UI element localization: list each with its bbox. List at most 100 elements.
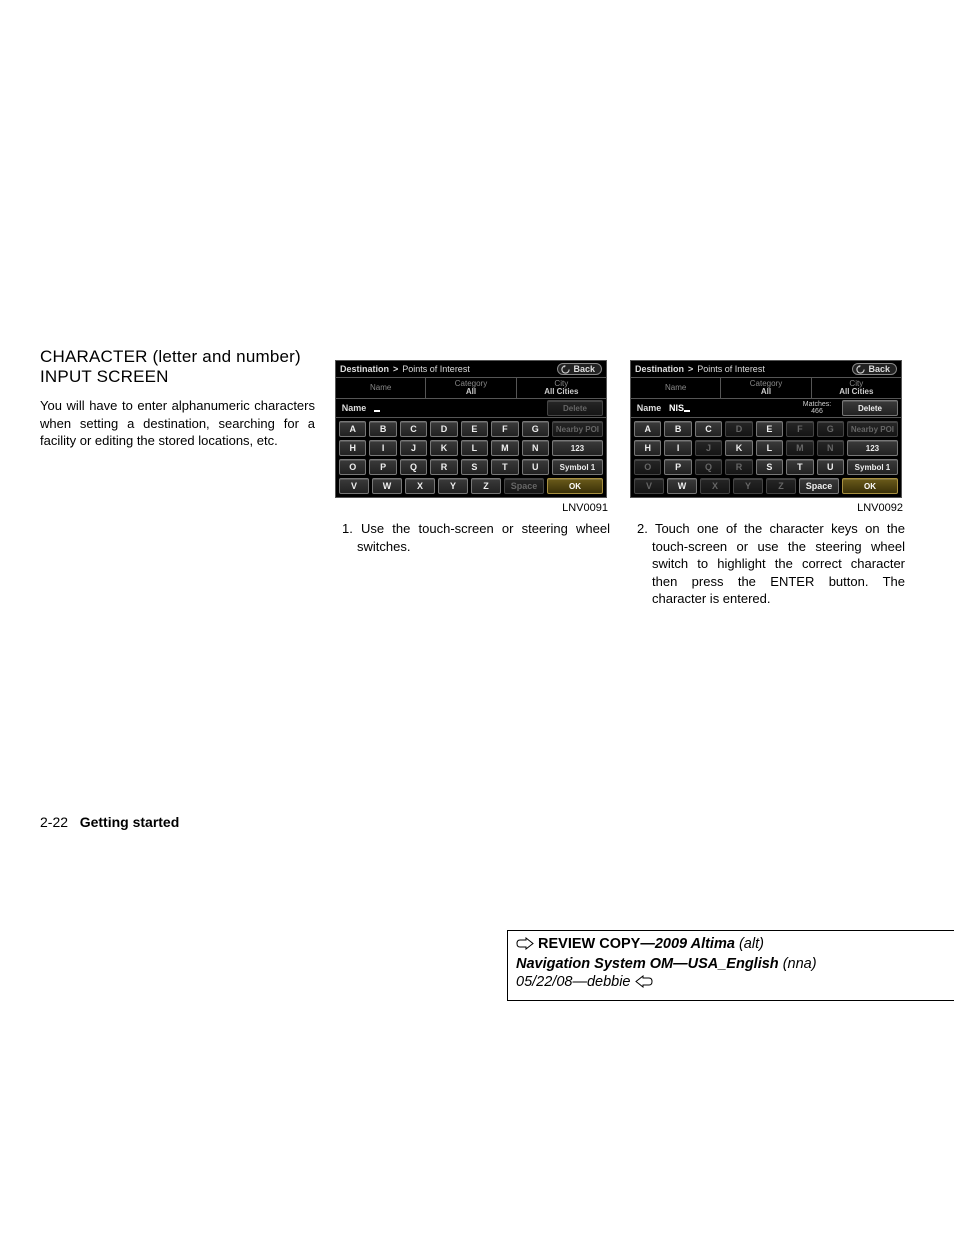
review-model: 2009 Altima [655,936,735,952]
ok-button[interactable]: OK [842,478,898,494]
breadcrumb-leaf: Points of Interest [402,364,470,374]
column-1: CHARACTER (letter and number) INPUT SCRE… [40,347,315,450]
pointing-hand-icon [635,975,653,993]
name-input-bar: Name Delete [336,399,606,418]
filter-cell[interactable]: Name [631,378,721,398]
key-j[interactable]: J [400,440,427,456]
filter-cell[interactable]: Name [336,378,426,398]
key-b[interactable]: B [369,421,396,437]
key-q[interactable]: Q [400,459,427,475]
step-text: 1. Use the touch-screen or steering whee… [335,520,610,555]
key-a[interactable]: A [339,421,366,437]
key-p[interactable]: P [664,459,691,475]
key-h[interactable]: H [339,440,366,456]
key-p[interactable]: P [369,459,396,475]
key-h[interactable]: H [634,440,661,456]
name-field[interactable] [372,403,544,413]
name-label: Name [336,403,372,413]
image-code: LNV0092 [630,502,903,514]
breadcrumb: Destination>Points of Interest [635,364,765,374]
123-button[interactable]: 123 [552,440,603,456]
key-s[interactable]: S [756,459,783,475]
nearby-poi-button[interactable]: Nearby POI [552,421,603,437]
key-n[interactable]: N [817,440,844,456]
column-2: Destination>Points of InterestBackNameCa… [335,360,610,555]
key-d[interactable]: D [430,421,457,437]
back-button[interactable]: Back [852,363,897,375]
key-r[interactable]: R [725,459,752,475]
key-w[interactable]: W [667,478,697,494]
filter-value: All Cities [839,388,873,396]
key-l[interactable]: L [756,440,783,456]
key-y[interactable]: Y [733,478,763,494]
delete-button[interactable]: Delete [547,400,603,416]
space-key[interactable]: Space [504,478,544,494]
key-e[interactable]: E [756,421,783,437]
key-m[interactable]: M [786,440,813,456]
key-x[interactable]: X [700,478,730,494]
name-label: Name [631,403,667,413]
key-k[interactable]: K [430,440,457,456]
key-w[interactable]: W [372,478,402,494]
key-v[interactable]: V [634,478,664,494]
key-i[interactable]: I [664,440,691,456]
key-o[interactable]: O [339,459,366,475]
review-line2a: Navigation System OM—USA_English [516,956,779,972]
key-y[interactable]: Y [438,478,468,494]
breadcrumb-root: Destination [340,364,389,374]
filter-cell[interactable]: CityAll Cities [517,378,606,398]
key-v[interactable]: V [339,478,369,494]
key-u[interactable]: U [522,459,549,475]
symbol-1-button[interactable]: Symbol 1 [552,459,603,475]
key-z[interactable]: Z [471,478,501,494]
breadcrumb-leaf: Points of Interest [697,364,765,374]
key-c[interactable]: C [400,421,427,437]
key-k[interactable]: K [725,440,752,456]
ok-button[interactable]: OK [547,478,603,494]
key-q[interactable]: Q [695,459,722,475]
key-g[interactable]: G [522,421,549,437]
key-j[interactable]: J [695,440,722,456]
key-b[interactable]: B [664,421,691,437]
space-key[interactable]: Space [799,478,839,494]
key-d[interactable]: D [725,421,752,437]
key-g[interactable]: G [817,421,844,437]
review-copy-label: REVIEW COPY— [538,936,655,952]
key-m[interactable]: M [491,440,518,456]
key-u[interactable]: U [817,459,844,475]
name-field[interactable]: NIS [667,403,795,413]
key-o[interactable]: O [634,459,661,475]
key-a[interactable]: A [634,421,661,437]
key-f[interactable]: F [491,421,518,437]
review-line2b: (nna) [779,956,817,972]
symbol-1-button[interactable]: Symbol 1 [847,459,898,475]
page-footer: 2-22 Getting started [40,814,179,830]
pointing-hand-icon [516,937,534,955]
review-alt: (alt) [735,936,764,952]
key-c[interactable]: C [695,421,722,437]
filter-row: NameCategoryAllCityAll Cities [336,378,606,399]
filter-cell[interactable]: CityAll Cities [812,378,901,398]
key-t[interactable]: T [491,459,518,475]
key-f[interactable]: F [786,421,813,437]
back-button[interactable]: Back [557,363,602,375]
filter-cell[interactable]: CategoryAll [426,378,516,398]
delete-button[interactable]: Delete [842,400,898,416]
key-r[interactable]: R [430,459,457,475]
nearby-poi-button[interactable]: Nearby POI [847,421,898,437]
key-s[interactable]: S [461,459,488,475]
key-t[interactable]: T [786,459,813,475]
key-x[interactable]: X [405,478,435,494]
key-l[interactable]: L [461,440,488,456]
filter-cell[interactable]: CategoryAll [721,378,811,398]
key-e[interactable]: E [461,421,488,437]
key-z[interactable]: Z [766,478,796,494]
key-n[interactable]: N [522,440,549,456]
123-button[interactable]: 123 [847,440,898,456]
filter-value: All [466,388,476,396]
key-i[interactable]: I [369,440,396,456]
image-code: LNV0091 [335,502,608,514]
chevron-icon: > [393,364,398,374]
nav-screenshot: Destination>Points of InterestBackNameCa… [335,360,607,498]
column-3: Destination>Points of InterestBackNameCa… [630,360,905,608]
